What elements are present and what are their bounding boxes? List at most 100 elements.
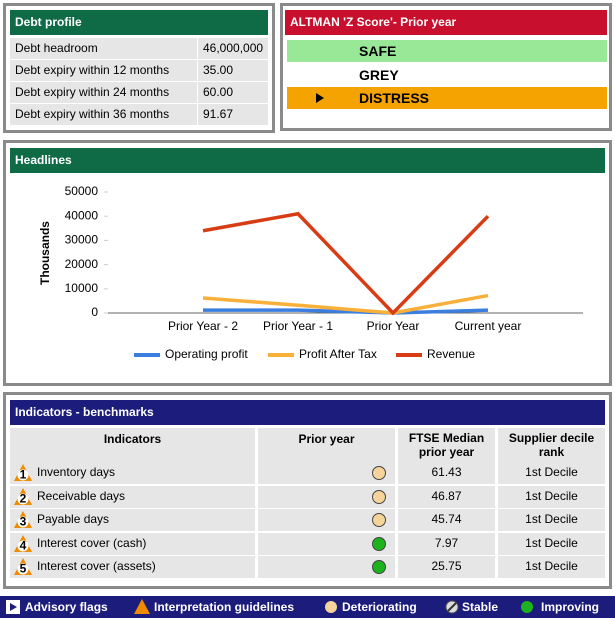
indicator-cell: 2 Receivable days [10, 485, 255, 508]
indicator-name: Payable days [37, 512, 110, 527]
ftse-cell: 61.43 [398, 462, 495, 484]
altman-panel [280, 3, 612, 131]
indicator-name: Interest cover (cash) [37, 535, 147, 550]
number-icon: 5 [14, 558, 32, 576]
decile-cell: 1st Decile [498, 556, 605, 579]
ftse-cell: 7.97 [398, 532, 495, 555]
guidelines-icon [134, 599, 150, 614]
status-dot [372, 536, 386, 551]
y-tick-label: 10000 [65, 281, 99, 295]
selected-arrow [316, 93, 324, 103]
column-header: Indicators [10, 428, 255, 462]
row-number: 1 [20, 468, 27, 482]
row-number: 3 [20, 515, 27, 529]
icon-circle [17, 516, 29, 528]
indicator-name: Receivable days [37, 488, 126, 503]
chart-title: Headlines [10, 148, 605, 173]
footer-legend: Advisory flags Interpretation guidelines… [0, 596, 615, 618]
indicator-cell: 4 Interest cover (cash) [10, 532, 255, 555]
status-dot [372, 466, 386, 480]
status-cell [258, 532, 395, 555]
decile-cell: 1st Decile [498, 532, 605, 555]
debt-value: 46,000,000 [198, 38, 268, 59]
series-line [202, 211, 490, 316]
indicator-name: Inventory days [37, 465, 116, 479]
y-tick-label: 50000 [65, 184, 99, 198]
x-tick-label: Prior Year - 2 [168, 319, 238, 333]
altman-level: GREY [287, 63, 607, 86]
column-header: Prior year [258, 428, 395, 462]
decile-cell: 1st Decile [498, 485, 605, 508]
x-tick-label: Prior Year [367, 319, 420, 333]
altman-level: DISTRESS [287, 87, 607, 109]
indicator-cell: 5 Interest cover (assets) [10, 556, 255, 579]
indicator-cell: 3 Payable days [10, 509, 255, 532]
altman-label: SAFE [359, 43, 397, 59]
row-number: 2 [20, 491, 27, 505]
decile-cell: 1st Decile [498, 509, 605, 532]
legend-label: Operating profit [165, 347, 248, 361]
altman-title: ALTMAN 'Z Score'- Prior year [285, 10, 607, 35]
status-cell [258, 509, 395, 532]
icon-circle [17, 540, 29, 552]
status-dot [372, 489, 386, 504]
y-tick-label: 30000 [65, 233, 99, 247]
headlines-panel [3, 140, 612, 386]
debt-value: 35.00 [198, 60, 268, 81]
stable-slash [447, 602, 457, 612]
decile-cell: 1st Decile [498, 462, 605, 484]
column-header: FTSE Median prior year [398, 428, 495, 462]
indicators-title: Indicators - benchmarks [10, 400, 605, 425]
ftse-cell: 45.74 [398, 509, 495, 532]
debt-label: Debt expiry within 24 months [10, 82, 197, 103]
series-line [203, 308, 489, 315]
number-icon: 3 [14, 511, 32, 529]
footer-icons [6, 599, 533, 614]
x-tick-label: Current year [455, 319, 522, 333]
ftse-cell: 25.75 [398, 556, 495, 579]
legend-label: Deteriorating [342, 600, 417, 614]
number-icon: 4 [14, 534, 32, 552]
status-dot [372, 513, 386, 528]
x-tick-label: Prior Year - 1 [263, 319, 333, 333]
indicator-cell: 1 Inventory days [10, 462, 255, 484]
legend-label: Stable [462, 600, 499, 614]
row-number: 4 [20, 538, 27, 552]
number-icon: 1 [14, 464, 32, 482]
status-cell [258, 462, 395, 484]
indicator-name: Interest cover (assets) [37, 559, 156, 574]
status-cell [258, 485, 395, 508]
y-tick-label: 0 [91, 305, 98, 319]
y-axis-label: Thousands [38, 221, 52, 285]
legend-label: Revenue [427, 347, 475, 361]
debt-label: Debt expiry within 36 months [10, 104, 197, 125]
status-cell [258, 556, 395, 579]
number-icon: 2 [14, 487, 32, 505]
arrow [316, 93, 324, 103]
advisory-arrow [10, 603, 17, 611]
series-line [202, 293, 489, 315]
chart: Thousands 0 10000 20000 30000 40000 50000 Prio… [38, 184, 583, 361]
altman-label: GREY [359, 66, 399, 83]
icon-circle [17, 563, 29, 575]
debt-value: 91.67 [198, 104, 268, 125]
debt-title: Debt profile [10, 10, 268, 35]
debt-panel [3, 3, 275, 133]
y-tick-label: 20000 [65, 257, 99, 271]
row-number: 5 [20, 562, 27, 576]
improving-icon [521, 601, 533, 613]
legend-label: Improving [541, 600, 600, 614]
legend-label: Profit After Tax [299, 347, 377, 361]
legend-label: Interpretation guidelines [154, 600, 295, 614]
legend-label: Advisory flags [25, 600, 108, 614]
altman-level: SAFE [287, 40, 607, 62]
icon-circle [17, 493, 29, 505]
ftse-cell: 46.87 [398, 485, 495, 508]
status-dot [372, 560, 386, 575]
deteriorating-icon [325, 601, 337, 613]
debt-value: 60.00 [198, 82, 268, 103]
y-tick-label: 40000 [65, 208, 99, 222]
debt-label: Debt headroom [10, 38, 197, 59]
indicators-panel [3, 392, 612, 589]
